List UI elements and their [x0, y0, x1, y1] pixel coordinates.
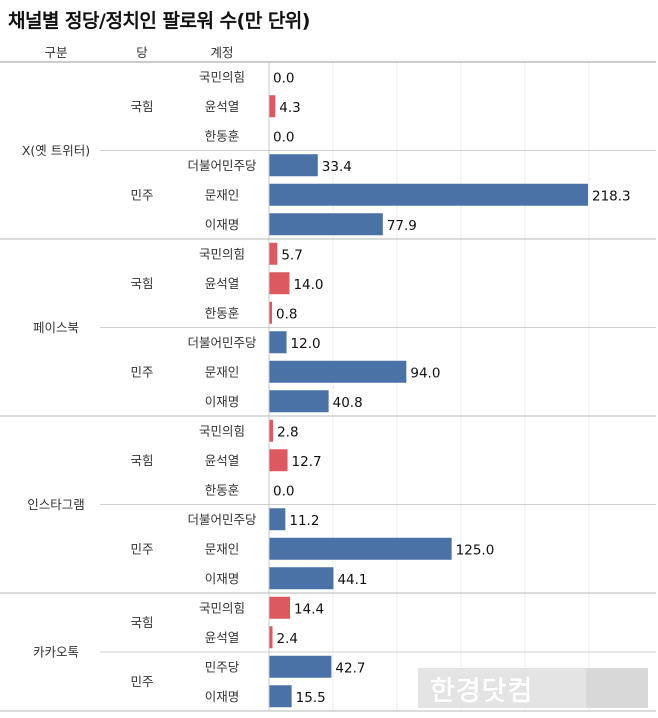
bar	[269, 154, 318, 177]
watermark-text: 한경닷컴	[430, 675, 534, 707]
bar	[269, 449, 288, 472]
data-label: 33.4	[322, 159, 352, 175]
channel-label: 카카오톡	[33, 645, 79, 660]
data-label: 12.7	[292, 454, 322, 470]
bar	[269, 508, 286, 531]
bar	[269, 360, 407, 383]
bar	[269, 95, 276, 118]
bar	[269, 183, 588, 206]
data-label: 42.7	[335, 660, 365, 676]
party-label: 민주	[130, 187, 153, 202]
data-label: 2.8	[277, 424, 298, 440]
account-label: 문재인	[205, 364, 240, 379]
channel-label: 인스타그램	[27, 497, 85, 512]
account-label: 더불어민주당	[187, 158, 257, 173]
bar	[269, 655, 332, 678]
data-label: 44.1	[337, 572, 367, 588]
watermark: 한경닷컴	[418, 668, 648, 708]
account-label: 윤석열	[205, 99, 240, 114]
account-label: 윤석열	[205, 453, 240, 468]
bar	[269, 390, 329, 413]
account-label: 더불어민주당	[187, 335, 257, 350]
account-label: 이재명	[205, 217, 240, 232]
account-label: 윤석열	[205, 276, 240, 291]
data-label: 125.0	[456, 542, 495, 558]
party-label: 국힘	[130, 453, 153, 468]
data-label: 14.0	[293, 277, 323, 293]
bar	[269, 242, 278, 265]
party-label: 국힘	[130, 99, 153, 114]
account-label: 문재인	[205, 541, 240, 556]
data-label: 5.7	[281, 247, 302, 263]
account-label: 더불어민주당	[187, 512, 257, 527]
party-label: 민주	[130, 364, 153, 379]
account-label: 이재명	[205, 394, 240, 409]
bar	[269, 596, 291, 619]
bar	[269, 537, 452, 560]
data-label: 0.0	[273, 483, 294, 499]
channel-label: X(옛 트위터)	[22, 143, 90, 158]
data-label: 2.4	[277, 631, 298, 647]
account-label: 민주당	[205, 659, 240, 674]
data-label: 15.5	[296, 690, 326, 706]
bar	[269, 272, 290, 295]
chart-title: 채널별 정당/정치인 팔로워 수(만 단위)	[8, 10, 310, 32]
account-label: 국민의힘	[199, 246, 245, 261]
bar	[269, 685, 292, 708]
data-label: 40.8	[333, 395, 363, 411]
data-label: 0.0	[273, 129, 294, 145]
data-label: 77.9	[387, 218, 417, 234]
data-label: 4.3	[279, 100, 300, 116]
account-label: 이재명	[205, 689, 240, 704]
header-party: 당	[136, 45, 148, 60]
account-label: 한동훈	[205, 128, 240, 143]
bar	[269, 419, 274, 442]
bar	[269, 331, 287, 354]
data-label: 218.3	[592, 188, 631, 204]
bar	[269, 626, 273, 649]
data-label: 14.4	[294, 601, 324, 617]
account-label: 국민의힘	[199, 423, 245, 438]
account-label: 윤석열	[205, 630, 240, 645]
bar	[269, 301, 272, 324]
party-label: 민주	[130, 541, 153, 556]
account-label: 국민의힘	[199, 69, 245, 84]
party-label: 국힘	[130, 276, 153, 291]
data-label: 0.0	[273, 70, 294, 86]
account-label: 문재인	[205, 187, 240, 202]
account-label: 한동훈	[205, 305, 240, 320]
party-label: 국힘	[130, 615, 153, 630]
header-group: 구분	[44, 45, 68, 60]
header-account: 계정	[210, 45, 234, 60]
channel-label: 페이스북	[33, 320, 79, 335]
data-label: 94.0	[410, 365, 440, 381]
account-label: 한동훈	[205, 482, 240, 497]
data-label: 0.8	[276, 306, 297, 322]
bar	[269, 213, 383, 236]
bar	[269, 567, 334, 590]
party-label: 민주	[130, 674, 153, 689]
account-label: 이재명	[205, 571, 240, 586]
account-label: 국민의힘	[199, 600, 245, 615]
data-label: 12.0	[291, 336, 321, 352]
data-label: 11.2	[289, 513, 319, 529]
